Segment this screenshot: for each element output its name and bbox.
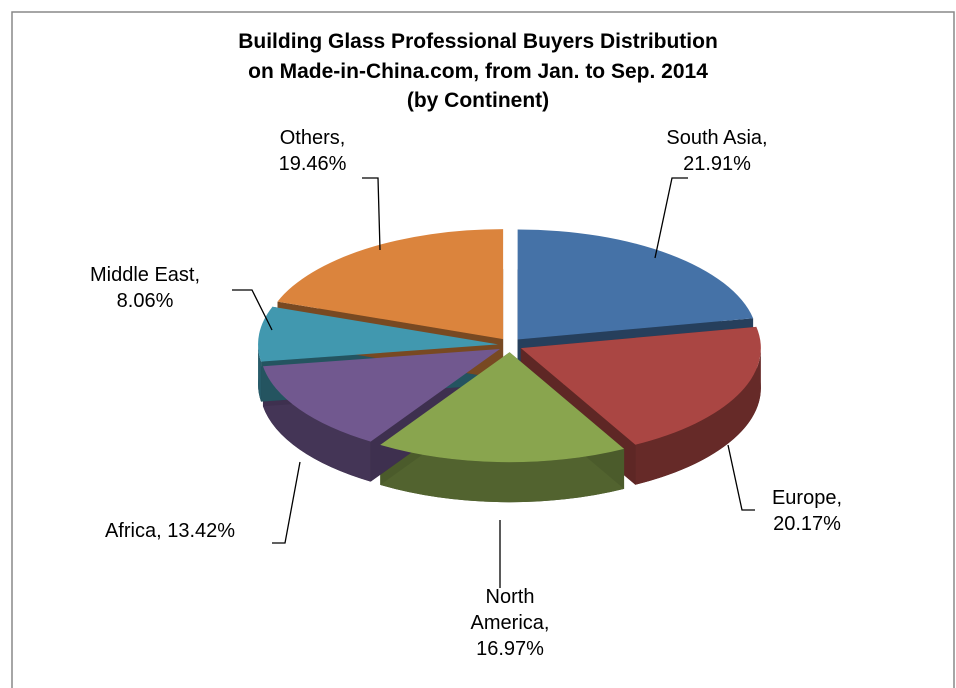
value-label: 20.17% [773,513,841,535]
value-label: 8.06% [116,290,174,312]
leader-line [727,444,755,511]
value-label: 21.91% [683,153,751,175]
slice [277,229,504,340]
category-label: North America, [470,586,550,634]
chart-title: on Made-in-China.com, from Jan. to Sep. … [248,60,708,83]
value-label: 13.42% [167,520,236,542]
slice [262,348,500,442]
slice [258,306,499,362]
chart-title: (by Continent) [407,89,549,112]
leader-line [362,177,381,251]
slice [520,326,761,445]
slice [517,229,754,340]
category-label: Middle East, [89,264,201,286]
data-label: Africa, 13.42% [60,518,280,544]
data-label: Others, 19.46% [250,125,375,177]
category-label: Europe, [771,487,843,509]
slice-wall [380,444,625,503]
pie [258,229,761,503]
slice [380,352,625,463]
slice-wall [635,348,761,485]
leader-line [272,461,301,544]
leader-line [232,289,273,331]
data-label: Europe, 20.17% [748,485,866,537]
category-label: Others, [279,127,346,149]
value-label: 16.97% [476,638,544,660]
leader-line [654,177,688,259]
category-label: Africa, [104,520,162,542]
chart-title: Building Glass Professional Buyers Distr… [238,30,718,53]
category-label: South Asia, [666,127,768,149]
data-label: South Asia, 21.91% [652,125,782,177]
data-label: Middle East, 8.06% [60,262,230,314]
data-label: North America, 16.97% [460,584,560,662]
value-label: 19.46% [278,153,347,175]
slice-wall [258,344,262,402]
slice-wall [262,366,371,482]
